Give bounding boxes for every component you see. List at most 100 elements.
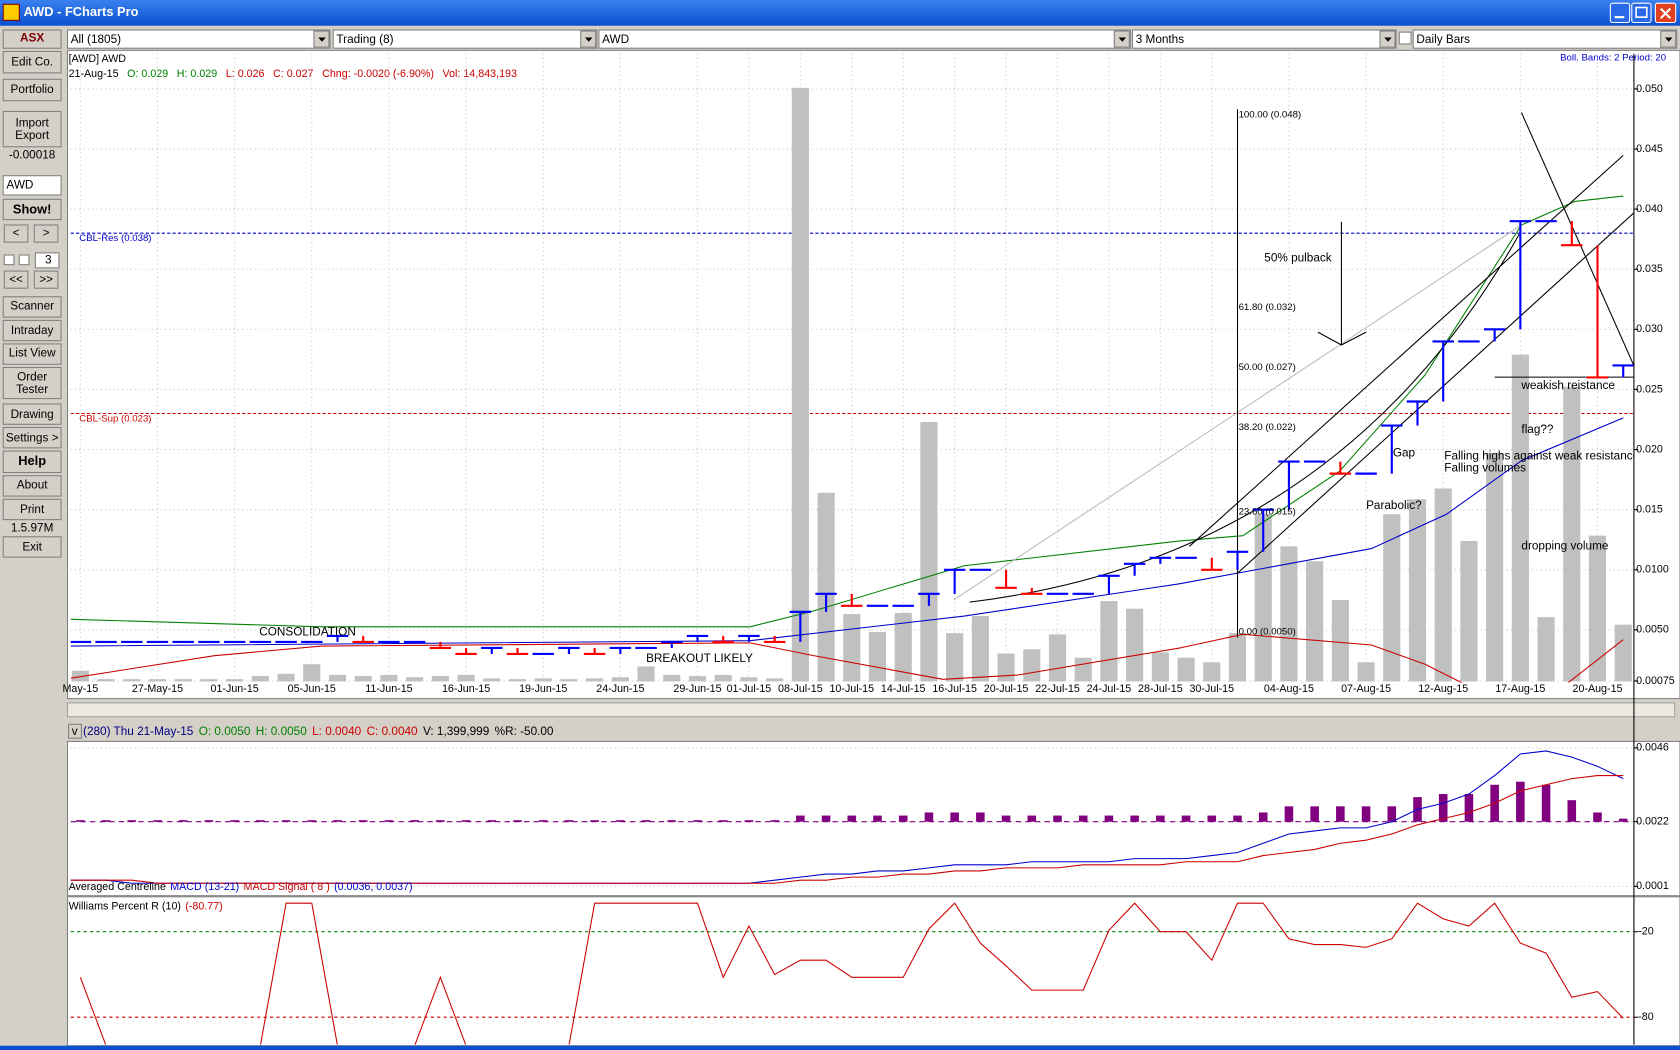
button[interactable] — [3, 270, 29, 289]
x-tick-label: 01-Jun-15 — [211, 683, 259, 695]
histogram-bar — [1053, 815, 1062, 822]
button[interactable] — [2, 498, 62, 521]
dropdown[interactable] — [598, 29, 1131, 49]
y-tick-label: 0.0022 — [1636, 816, 1669, 828]
histogram-bar — [1233, 815, 1242, 822]
input-box[interactable] — [34, 252, 60, 269]
histogram-bar — [1593, 812, 1602, 822]
input-box[interactable] — [18, 254, 30, 266]
dropdown-text: All (1805) — [71, 33, 121, 46]
chart-title: [AWD] AWD — [69, 53, 127, 65]
scrollbar[interactable] — [66, 702, 1676, 718]
quote-field: H: 0.029 — [177, 68, 218, 80]
sidebar-label: Import — [15, 116, 49, 129]
histogram-bar — [1541, 784, 1551, 822]
price-bar — [943, 568, 966, 594]
sidebar-label: Portfolio — [11, 83, 55, 96]
volume-bar — [1331, 599, 1349, 682]
macd-plot — [70, 750, 1634, 884]
quote-field: L: 0.026 — [226, 68, 265, 80]
price-bar — [326, 634, 349, 642]
histogram-bar — [1284, 806, 1294, 822]
button[interactable] — [2, 475, 62, 497]
price-bar — [918, 592, 940, 606]
price-bar — [841, 593, 863, 607]
histogram-bar — [1130, 815, 1139, 822]
indicator-lines — [70, 109, 1634, 683]
x-tick-label: 28-Jul-15 — [1138, 683, 1183, 695]
app-icon — [2, 3, 20, 21]
annotation: Falling highs against weak resistance — [1444, 450, 1639, 463]
button[interactable] — [2, 50, 62, 74]
histogram-bar — [796, 815, 805, 822]
header-field: v — [72, 725, 78, 738]
histogram-bar — [1438, 794, 1448, 822]
panel-header — [67, 722, 1680, 741]
sidebar-label: Show! — [13, 201, 52, 216]
button[interactable] — [2, 450, 62, 474]
volume-bar — [586, 678, 604, 682]
volume-bar — [1151, 652, 1169, 682]
y-tick-label: 0.045 — [1636, 143, 1663, 155]
x-tick-label: 14-Jul-15 — [881, 683, 926, 695]
button[interactable] — [2, 296, 62, 318]
level-label: CBL-Res (0.038) — [79, 233, 151, 244]
sidebar-label: Help — [18, 453, 46, 468]
button[interactable] — [33, 224, 59, 243]
button[interactable] — [2, 198, 62, 221]
sidebar-label: Drawing — [11, 408, 54, 421]
volume-bar — [431, 676, 449, 682]
button[interactable] — [2, 110, 62, 148]
dropdown[interactable] — [1412, 29, 1678, 49]
dropdown[interactable] — [1131, 29, 1397, 49]
volume-bar — [328, 674, 347, 682]
price-bar — [1021, 587, 1043, 595]
button[interactable] — [2, 426, 62, 449]
button[interactable] — [2, 78, 62, 102]
button[interactable] — [2, 319, 62, 342]
price-bar — [1432, 340, 1454, 402]
fib-label: 23.60 (0.015) — [1239, 506, 1296, 517]
annotation: BREAKOUT LIKELY — [646, 652, 753, 665]
histogram-bar — [487, 820, 497, 822]
button[interactable] — [33, 270, 59, 289]
sidebar-label: 1.5.97M — [11, 521, 54, 534]
quote-info: 21-Aug-15 O: 0.029 H: 0.029 L: 0.026 C: 0.02… — [69, 68, 517, 80]
volume-bar — [1511, 354, 1529, 682]
volume-bar — [611, 677, 629, 682]
volume-bar — [1126, 608, 1144, 682]
price-bar — [738, 634, 760, 642]
volume-bar — [868, 632, 887, 682]
williams-plot — [79, 902, 1624, 1045]
button[interactable] — [2, 29, 62, 49]
volume-bar — [71, 670, 89, 682]
y-tick-label: -80 — [1638, 1011, 1654, 1023]
button[interactable] — [2, 343, 62, 365]
button[interactable] — [3, 224, 29, 243]
dropdown[interactable] — [332, 29, 598, 49]
checkbox[interactable] — [1398, 31, 1412, 45]
x-tick-label: 19-Jun-15 — [519, 683, 567, 695]
histogram-bar — [744, 820, 754, 822]
dropdown[interactable] — [66, 29, 331, 49]
button[interactable] — [2, 536, 62, 558]
price-bar — [1483, 328, 1506, 342]
x-tick-label: 22-Jul-15 — [1035, 683, 1080, 695]
histogram-bar — [230, 820, 239, 822]
volume-bar — [148, 679, 167, 682]
input-box[interactable] — [3, 254, 15, 266]
price-bar — [661, 640, 683, 648]
y-tick-label: 0.035 — [1636, 263, 1663, 275]
histogram-bar — [333, 820, 342, 822]
volume-bar — [766, 678, 784, 682]
button[interactable] — [2, 366, 62, 400]
button[interactable] — [2, 403, 62, 425]
window-controls[interactable] — [1609, 2, 1677, 24]
histogram-bar — [1078, 815, 1088, 822]
price-bar — [1201, 557, 1223, 571]
volume-bar — [1100, 601, 1118, 682]
histogram-bar — [1464, 794, 1474, 822]
v-button[interactable] — [68, 723, 82, 739]
input-box[interactable] — [2, 175, 62, 196]
